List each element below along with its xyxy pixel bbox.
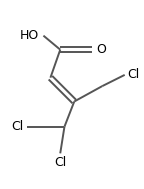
Text: Cl: Cl	[127, 68, 140, 81]
Text: Cl: Cl	[54, 156, 66, 169]
Text: O: O	[97, 43, 107, 56]
Text: HO: HO	[20, 29, 39, 42]
Text: Cl: Cl	[12, 120, 24, 133]
